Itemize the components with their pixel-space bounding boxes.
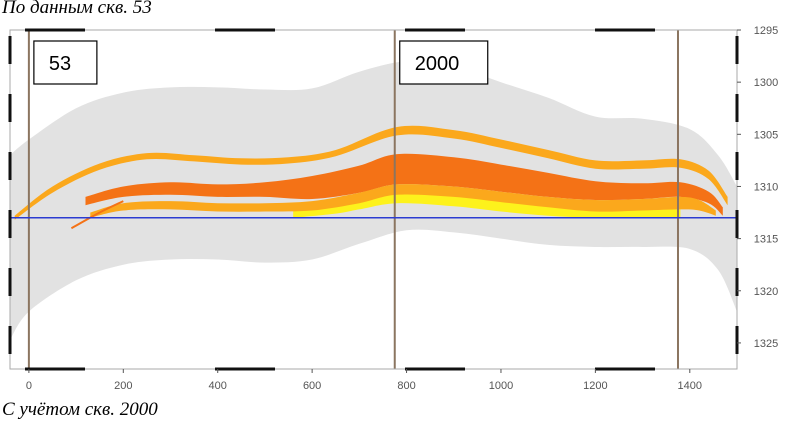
x-tick-label: 1000 [489, 380, 513, 392]
plot-frame [8, 28, 739, 371]
x-tick-label: 800 [397, 380, 415, 392]
x-tick-label: 200 [114, 380, 132, 392]
middle-layer-band [85, 153, 723, 216]
well-label-53: 53 [49, 53, 71, 75]
well-label-box-53 [33, 40, 98, 85]
well-label-box-2000 [399, 40, 489, 85]
y-tick-label: 1295 [754, 25, 778, 37]
x-tick-label: 1400 [678, 380, 702, 392]
well-label-2000: 2000 [415, 53, 460, 75]
reservoir-layers [14, 125, 728, 230]
y-tick-label: 1310 [754, 181, 778, 193]
y-tick-label: 1325 [754, 338, 778, 350]
y-tick-label: 1300 [754, 77, 778, 89]
y-axis-ticks: 1295 1300 1305 1310 1315 1320 1325 [737, 25, 778, 350]
x-tick-label: 400 [209, 380, 227, 392]
y-tick-label: 1305 [754, 129, 778, 141]
x-tick-label: 0 [26, 380, 32, 392]
chart-caption-top: По данным скв. 53 [2, 0, 152, 18]
plot-frame-rect [9, 29, 738, 370]
chart-caption-bottom: С учётом скв. 2000 [2, 399, 158, 420]
y-tick-label: 1320 [754, 286, 778, 298]
x-tick-label: 1200 [583, 380, 607, 392]
lower-layer-band [90, 184, 716, 218]
x-tick-label: 600 [303, 380, 321, 392]
y-tick-label: 1315 [754, 234, 778, 246]
x-axis-ticks: 0 200 400 600 800 1000 1200 1400 [26, 369, 702, 392]
yellow-layer-band [293, 190, 681, 218]
well-lines [27, 30, 679, 369]
well-labels: 53 2000 [33, 40, 489, 85]
lower-thin-layer-line [70, 200, 124, 230]
